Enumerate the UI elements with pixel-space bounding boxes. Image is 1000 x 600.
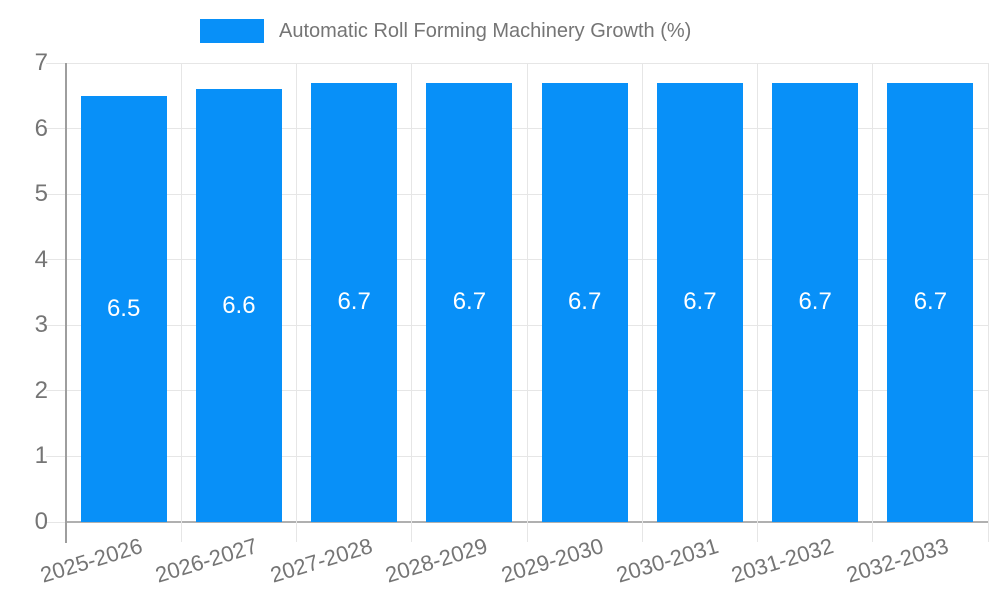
x-tick bbox=[526, 522, 528, 542]
bar-value-label: 6.7 bbox=[452, 288, 487, 316]
x-gridline bbox=[411, 63, 413, 522]
x-tick bbox=[411, 522, 413, 542]
y-tick bbox=[46, 193, 66, 195]
x-tick bbox=[180, 522, 182, 542]
bar-2025-2026[interactable] bbox=[80, 95, 167, 522]
bar-value-label: 6.7 bbox=[567, 288, 602, 316]
x-gridline bbox=[180, 63, 182, 522]
bar-value-label: 6.5 bbox=[106, 294, 141, 322]
bar-2028-2029[interactable] bbox=[426, 82, 513, 522]
bar-value-label: 6.7 bbox=[913, 288, 948, 316]
y-tick bbox=[46, 324, 66, 326]
bar-2032-2033[interactable] bbox=[887, 82, 974, 522]
legend-swatch bbox=[200, 19, 264, 43]
bar-value-label: 6.6 bbox=[222, 291, 256, 319]
y-tick bbox=[46, 455, 66, 457]
y-axis-label: 6 bbox=[34, 114, 48, 142]
bar-2029-2030[interactable] bbox=[541, 82, 628, 522]
y-tick bbox=[46, 259, 66, 261]
bar-2031-2032[interactable] bbox=[772, 82, 859, 522]
y-axis-label: 7 bbox=[34, 49, 48, 76]
x-tick bbox=[296, 522, 297, 542]
x-gridline bbox=[872, 63, 874, 522]
bar-2026-2027[interactable] bbox=[195, 89, 282, 522]
y-tick bbox=[46, 128, 66, 130]
bar-value-label: 6.7 bbox=[337, 288, 371, 316]
y-tick bbox=[46, 62, 66, 64]
y-axis-line bbox=[65, 63, 67, 543]
bar-2027-2028[interactable] bbox=[311, 82, 398, 522]
x-gridline bbox=[987, 63, 989, 522]
y-axis-label: 1 bbox=[34, 442, 48, 470]
bar-2030-2031[interactable] bbox=[656, 82, 743, 522]
x-gridline bbox=[757, 63, 758, 522]
bar-value-label: 6.7 bbox=[798, 288, 832, 316]
legend: Automatic Roll Forming Machinery Growth … bbox=[200, 19, 691, 43]
y-tick bbox=[46, 521, 66, 523]
x-gridline bbox=[641, 63, 643, 522]
bar-value-label: 6.7 bbox=[683, 288, 717, 316]
x-gridline bbox=[296, 63, 297, 522]
legend-label: Automatic Roll Forming Machinery Growth … bbox=[279, 20, 692, 42]
x-tick bbox=[987, 522, 989, 542]
y-axis-label: 2 bbox=[34, 376, 48, 404]
y-axis-label: 5 bbox=[34, 180, 48, 208]
x-tick bbox=[872, 522, 874, 542]
x-gridline bbox=[526, 63, 528, 522]
y-tick bbox=[46, 390, 66, 392]
x-tick bbox=[641, 522, 643, 542]
y-axis-label: 3 bbox=[34, 311, 48, 339]
y-axis-label: 0 bbox=[34, 508, 48, 535]
y-axis-label: 4 bbox=[34, 245, 48, 273]
x-tick bbox=[757, 522, 758, 542]
